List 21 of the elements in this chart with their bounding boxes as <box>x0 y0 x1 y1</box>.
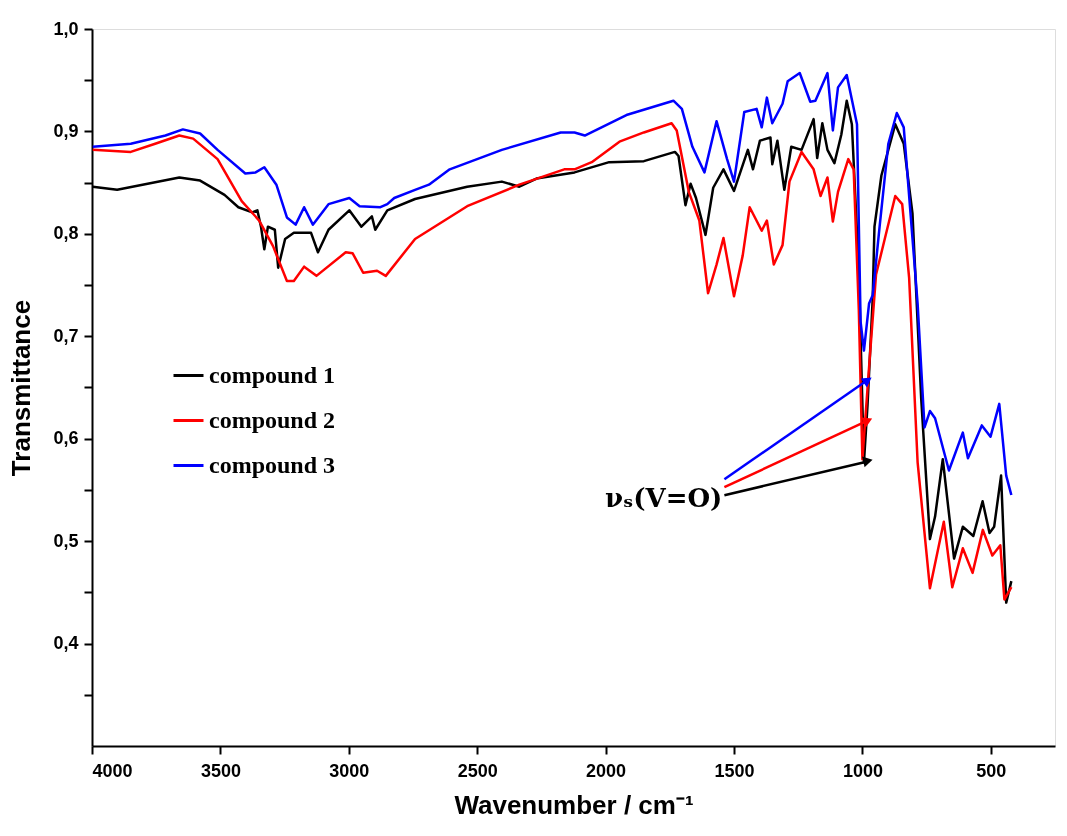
x-tick-label: 3500 <box>200 760 241 781</box>
x-tick-label: 4000 <box>92 760 133 781</box>
x-tick-label: 2000 <box>586 760 627 781</box>
annotation: νₛ(V=O) <box>604 483 723 514</box>
x-tick-label: 1500 <box>714 760 755 781</box>
y-tick-label: 0,8 <box>53 223 79 244</box>
x-tick-label: 3000 <box>329 760 370 781</box>
y-tick-label: 0,5 <box>53 530 79 551</box>
legend-label: compound 1 <box>209 361 336 388</box>
y-tick-label: 1,0 <box>53 18 79 39</box>
y-axis-title: Transmittance <box>6 299 37 477</box>
x-tick-label: 2500 <box>457 760 498 781</box>
y-tick-label: 0,7 <box>53 325 79 346</box>
y-tick-label: 0,9 <box>53 120 79 141</box>
x-tick-label: 1000 <box>842 760 883 781</box>
x-tick-label: 500 <box>976 760 1007 781</box>
y-tick-label: 0,6 <box>53 428 79 449</box>
legend-label: compound 2 <box>209 406 336 433</box>
legend-label: compound 3 <box>209 451 336 478</box>
y-tick-label: 0,4 <box>53 633 79 654</box>
x-axis-title: Wavenumber / cm⁻¹ <box>454 789 694 820</box>
